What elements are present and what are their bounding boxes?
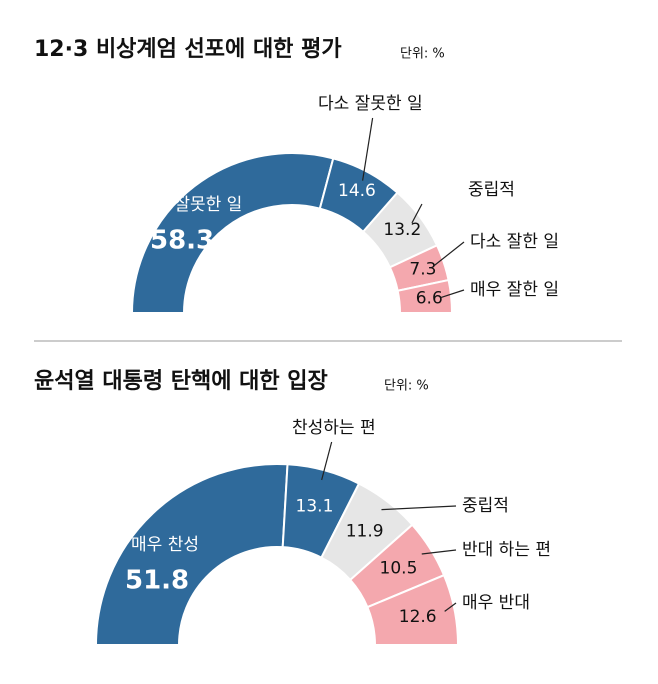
segment-name: 다소 잘한 일 [470,232,559,252]
segment [366,573,460,646]
value-label: 12.6 [399,607,437,627]
segment-name: 찬성하는 편 [292,418,376,438]
value-label: 58.3 [150,226,214,256]
value-label: 13.1 [296,496,334,516]
segment-name: 매우 잘못한 일 [138,195,243,215]
leader-line [411,203,423,224]
segment-name: 매우 찬성 [131,535,199,555]
segment-name: 매우 잘한 일 [470,280,559,300]
chart-title: 12·3 비상계엄 선포에 대한 평가 [34,37,342,62]
leader-line [362,117,374,181]
segment-name: 중립적 [462,496,509,516]
value-label: 51.8 [125,566,189,596]
segment-name: 매우 반대 [462,593,530,613]
value-label: 6.6 [416,289,443,309]
value-label: 14.6 [338,181,376,201]
leader-line [444,602,457,612]
segment [396,278,454,314]
leader-line [421,549,457,555]
leader-line [381,505,457,511]
segment [130,152,335,314]
segment-name: 중립적 [468,180,515,200]
leader-line [433,241,465,266]
value-label: 10.5 [380,559,418,579]
value-label: 13.2 [383,220,421,240]
unit: 단위: % [400,47,445,62]
chart-title: 윤석열 대통령 탄핵에 대한 입장 [34,369,328,394]
leader-line [321,441,333,481]
unit: 단위: % [384,379,429,394]
value-label: 11.9 [346,521,384,541]
segment-name: 다소 잘못한 일 [318,94,423,114]
value-label: 7.3 [409,259,436,279]
leader-line [441,289,465,299]
segment-name: 반대 하는 편 [462,540,551,560]
segment [94,463,289,646]
